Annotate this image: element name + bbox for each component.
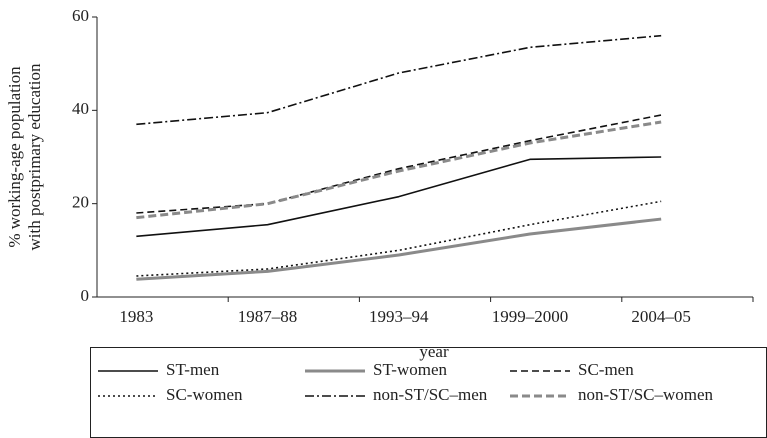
series-line: [136, 217, 662, 281]
y-tick-label: 60: [72, 6, 89, 25]
series-line: [136, 200, 662, 277]
series-line: [136, 156, 662, 238]
y-axis-label: % working-age population with postprimar…: [5, 63, 44, 250]
legend-label: ST-women: [373, 360, 447, 379]
legend-label: ST-men: [166, 360, 220, 379]
x-axis-label: year: [419, 342, 449, 361]
legend-label: SC-men: [578, 360, 634, 379]
y-tick-label: 0: [81, 286, 90, 305]
x-tick-label: 1999–2000: [492, 307, 569, 326]
y-tick-label: 40: [72, 99, 89, 118]
x-tick-label: 1987–88: [238, 307, 298, 326]
legend-label: non-ST/SC–men: [373, 385, 488, 404]
y-tick-label: 20: [72, 193, 89, 212]
legend-label: SC-women: [166, 385, 243, 404]
x-tick-label: 1983: [119, 307, 153, 326]
series-line: [136, 120, 662, 220]
x-tick-label: 1993–94: [369, 307, 429, 326]
x-tick-label: 2004–05: [631, 307, 691, 326]
y-axis-label-line: % working-age population: [5, 66, 24, 248]
series-line: [136, 34, 662, 126]
series-line: [136, 114, 662, 214]
legend-label: non-ST/SC–women: [578, 385, 714, 404]
y-axis-label-line: with postprimary education: [25, 63, 44, 250]
